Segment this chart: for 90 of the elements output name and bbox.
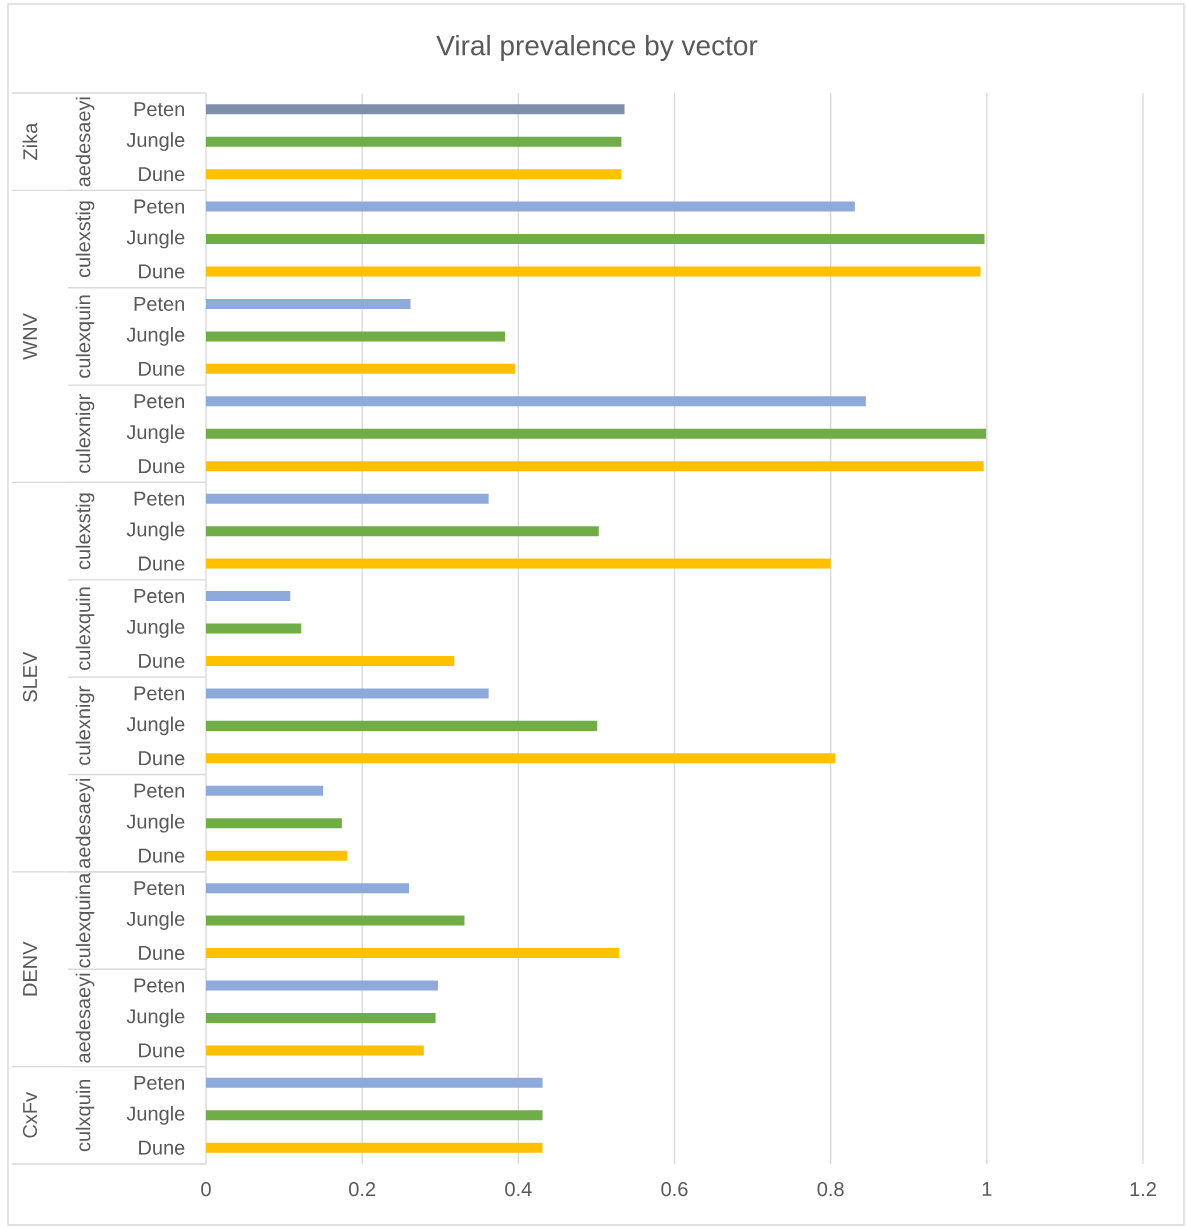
bar — [206, 980, 438, 991]
bar — [206, 169, 622, 180]
text: culexstig — [75, 201, 95, 278]
y-tick-label: Dune — [139, 556, 185, 571]
bar — [206, 1110, 543, 1121]
text: culexnigr — [75, 394, 95, 473]
y-tick-label: Jungle — [126, 521, 185, 541]
y-tick-label: Dune — [139, 751, 185, 766]
bar — [206, 104, 625, 115]
bar — [206, 785, 324, 796]
text: WNV — [23, 313, 37, 360]
bar — [206, 818, 342, 829]
bar — [206, 883, 410, 894]
x-tick-label: 0.2 — [349, 1182, 376, 1197]
y-tick-label: Jungle — [126, 327, 185, 346]
y-tick-label: Peten — [134, 978, 184, 993]
y-tick-label: Peten — [134, 102, 184, 117]
y-tick-label: Peten — [134, 783, 184, 798]
y-tick-label: Dune — [139, 264, 185, 279]
bar — [206, 363, 516, 374]
bar — [206, 623, 302, 634]
y-tick-label: Jungle — [126, 229, 185, 249]
x-tick-label: 0.6 — [661, 1182, 688, 1197]
y-tick-label: Peten — [134, 1075, 184, 1090]
text: culexquina — [75, 872, 95, 968]
text: DENV — [23, 941, 37, 996]
y-tick-label: Jungle — [126, 1008, 185, 1028]
bar — [206, 461, 984, 472]
bar — [206, 1045, 424, 1056]
y-tick-label: Dune — [139, 1043, 185, 1058]
bar — [206, 1012, 436, 1023]
y-tick-label: Peten — [134, 199, 184, 214]
bar — [206, 558, 831, 569]
y-tick-label: Peten — [134, 686, 184, 701]
bar — [206, 136, 622, 147]
y-tick-label: Dune — [139, 361, 185, 376]
bar — [206, 915, 465, 926]
text: aedesaeyi — [75, 973, 95, 1063]
text: CxFv — [22, 1092, 38, 1138]
y-tick-label: Jungle — [126, 619, 185, 638]
y-tick-label: Peten — [134, 589, 184, 604]
bar — [206, 493, 489, 504]
x-tick-label: 1 — [982, 1182, 992, 1196]
text: culexstig — [75, 493, 95, 570]
bar — [206, 396, 866, 407]
bar — [206, 948, 620, 959]
bar — [206, 201, 855, 212]
bar — [206, 850, 348, 861]
y-tick-label: Dune — [139, 167, 185, 182]
bar — [206, 428, 987, 439]
bar — [206, 234, 985, 245]
y-tick-label: Peten — [134, 881, 184, 896]
text: Zika — [22, 122, 38, 160]
y-tick-label: Jungle — [126, 132, 185, 151]
y-tick-label: Dune — [139, 946, 185, 961]
bar — [206, 266, 981, 277]
y-tick-label: Dune — [139, 1140, 185, 1155]
bar — [206, 298, 411, 309]
text: aedesaeyi — [75, 779, 95, 868]
y-tick-label: Jungle — [126, 716, 185, 736]
bar — [206, 591, 291, 602]
bar — [206, 753, 836, 764]
text: aedesaeyi — [75, 97, 95, 187]
bar — [206, 331, 506, 342]
chart-title: Viral prevalence by vector — [436, 34, 758, 62]
y-tick-label: Jungle — [126, 813, 185, 833]
y-tick-label: Dune — [139, 848, 185, 863]
x-tick-label: 0 — [201, 1182, 211, 1197]
text: culexnigr — [75, 686, 95, 766]
y-tick-label: Peten — [134, 491, 184, 506]
text: culexquin — [75, 295, 95, 378]
bar — [206, 720, 598, 731]
text: SLEV — [22, 651, 38, 702]
y-tick-label: Dune — [139, 459, 185, 474]
x-tick-label: 0.8 — [817, 1182, 844, 1197]
bar — [206, 526, 599, 537]
y-tick-label: Jungle — [126, 1106, 185, 1125]
bar — [206, 655, 455, 666]
y-tick-label: Peten — [134, 296, 184, 311]
y-tick-label: Jungle — [126, 911, 185, 930]
x-tick-label: 1.2 — [1130, 1182, 1156, 1197]
x-tick-label: 0.4 — [505, 1182, 532, 1197]
y-tick-label: Peten — [134, 394, 184, 409]
bar — [206, 1142, 543, 1153]
text: culxquin — [75, 1079, 95, 1152]
y-tick-label: Dune — [139, 653, 185, 668]
text: culexquin — [75, 587, 95, 670]
bar — [206, 1077, 543, 1088]
bar — [206, 688, 489, 699]
y-tick-label: Jungle — [126, 424, 185, 444]
